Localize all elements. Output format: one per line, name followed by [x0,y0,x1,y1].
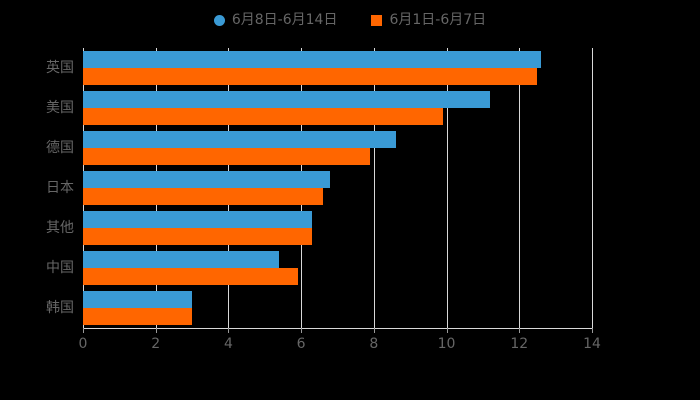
y-axis-tick-label: 美国 [46,100,74,116]
chart-legend: 6月8日-6月14日 6月1日-6月7日 [0,6,700,34]
gridline-x-14 [592,48,593,328]
x-axis-tick-label: 0 [78,336,88,352]
x-axis-tick-label: 6 [296,336,306,352]
y-axis-labels: 英国美国德国日本其他中国韩国 [0,48,74,328]
legend-item-series-2[interactable]: 6月1日-6月7日 [371,13,486,27]
bar[interactable] [83,148,371,165]
bar-group [83,131,592,165]
x-axis-tick-label: 8 [369,336,379,352]
y-axis-tick-label: 日本 [46,180,74,196]
x-axis-tick-mark [592,328,593,333]
x-axis-tick-mark [446,328,448,333]
y-axis-tick-label: 中国 [46,260,74,276]
x-axis-tick-label: 14 [583,336,601,352]
legend-label-series-2: 6月1日-6月7日 [389,12,487,28]
legend-label-series-1: 6月8日-6月14日 [231,12,338,28]
x-axis-tick-label: 2 [151,336,161,352]
bar[interactable] [83,51,542,68]
y-axis-tick-label: 英国 [46,60,74,76]
y-axis-tick-label: 德国 [46,140,74,156]
bar-group [83,291,592,325]
y-axis-tick-label: 韩国 [46,300,74,316]
bar-group [83,51,592,85]
x-axis-tick-label: 4 [223,336,233,352]
bar[interactable] [83,228,313,245]
bar-group [83,171,592,205]
x-axis-tick-mark [519,328,521,333]
bar-group [83,91,592,125]
bar[interactable] [83,291,193,308]
x-axis-tick-label: 12 [510,336,529,352]
x-axis-tick-mark [228,328,230,333]
x-axis-tick-mark [373,328,375,333]
gridline-x-10 [446,48,448,328]
bar[interactable] [83,211,313,228]
legend-circle-marker-icon [213,14,225,26]
bar-group [83,251,592,285]
x-axis-tick-mark [155,328,157,333]
x-axis-tick-label: 10 [437,336,456,352]
gridline-x-12 [519,48,521,328]
legend-square-marker-icon [371,14,383,26]
gridline-x-8 [373,48,375,328]
legend-item-series-1[interactable]: 6月8日-6月14日 [213,12,338,28]
plot-area [83,48,593,328]
bar[interactable] [83,171,331,188]
y-axis-tick-label: 其他 [46,220,74,236]
bar[interactable] [83,108,443,125]
bar[interactable] [83,268,298,285]
bar[interactable] [83,251,280,268]
bar[interactable] [83,308,193,325]
bar[interactable] [83,91,491,108]
x-axis-tick-mark [301,328,303,333]
bar[interactable] [83,131,396,148]
bar[interactable] [83,68,538,85]
x-axis-line [83,328,593,329]
bar-group [83,211,592,245]
bar[interactable] [83,188,323,205]
x-axis-tick-mark [83,328,84,333]
